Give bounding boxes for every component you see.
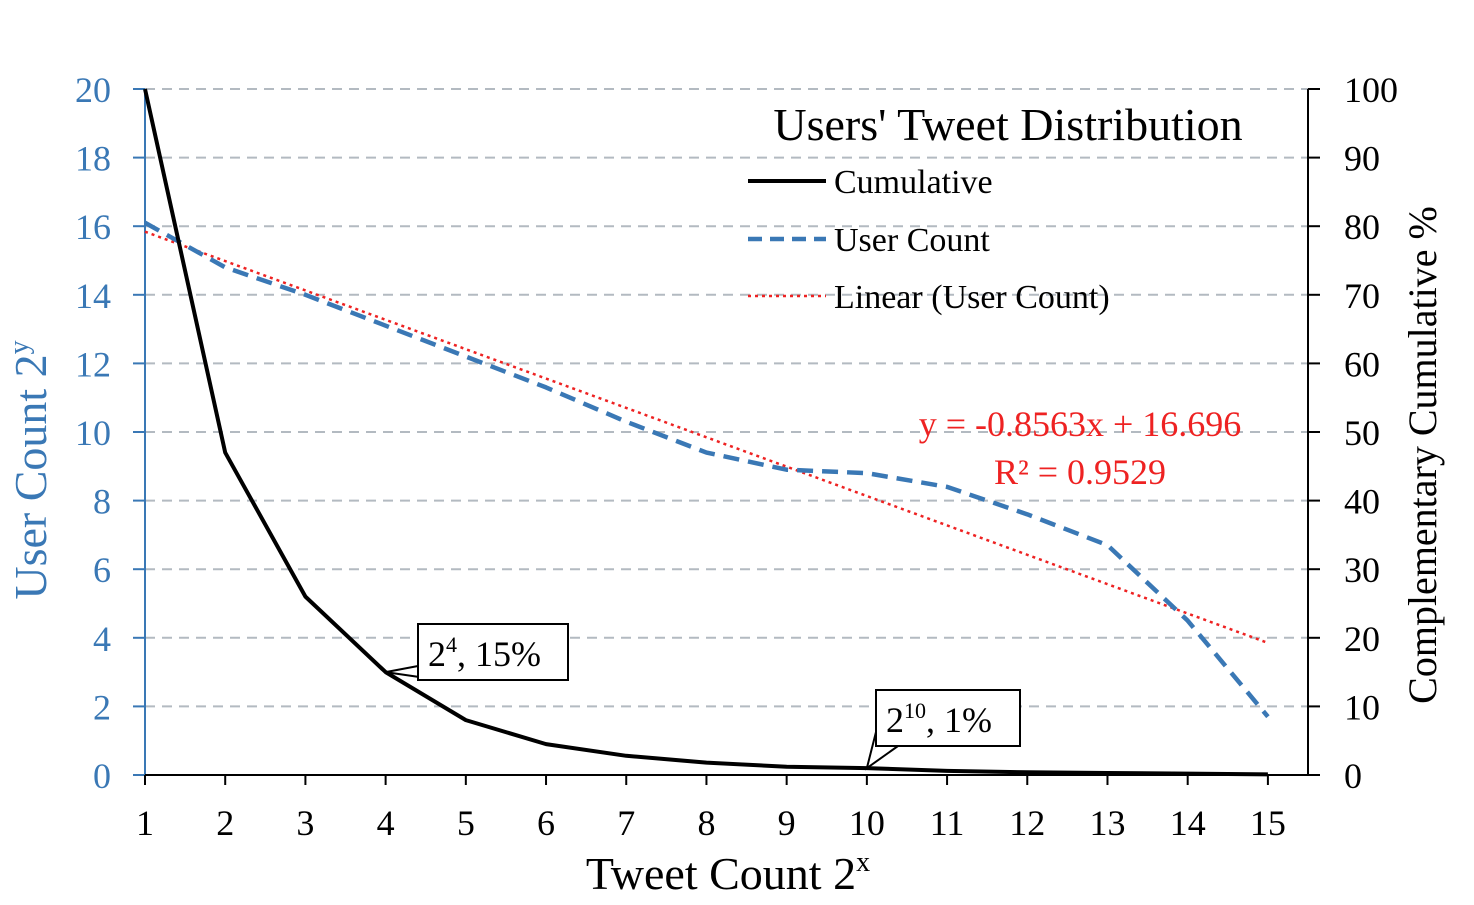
y-right-tick-label: 90 bbox=[1344, 139, 1380, 179]
y-left-tick-label: 10 bbox=[75, 413, 111, 453]
x-tick-label: 1 bbox=[136, 803, 154, 843]
x-tick-label: 14 bbox=[1170, 803, 1206, 843]
y-left-tick-label: 12 bbox=[75, 344, 111, 384]
annotation-text: , 1% bbox=[926, 700, 992, 740]
x-axis-label: Tweet Count 2x bbox=[586, 847, 870, 899]
legend-label: Cumulative bbox=[834, 164, 993, 201]
x-tick-label: 8 bbox=[697, 803, 715, 843]
y-right-tick-label: 10 bbox=[1344, 687, 1380, 727]
y-right-tick-label: 20 bbox=[1344, 619, 1380, 659]
x-tick-label: 2 bbox=[216, 803, 234, 843]
x-tick-label: 10 bbox=[849, 803, 885, 843]
x-tick-label: 7 bbox=[617, 803, 635, 843]
y-axis-left-label: User Count 2y bbox=[4, 340, 56, 599]
y-right-tick-label: 0 bbox=[1344, 756, 1362, 796]
trendline-r2: R² = 0.9529 bbox=[994, 452, 1166, 492]
annotation-base: 2 bbox=[886, 700, 904, 740]
x-tick-label: 12 bbox=[1009, 803, 1045, 843]
series-linear-user-count bbox=[144, 230, 1269, 645]
x-axis-label-sup: x bbox=[856, 847, 870, 878]
y-left-tick-label: 20 bbox=[75, 70, 111, 110]
y-right-tick-label: 70 bbox=[1344, 276, 1380, 316]
y-right-tick-label: 40 bbox=[1344, 482, 1380, 522]
annotation-pointer bbox=[865, 731, 899, 771]
axes: 0246810121416182001020304050607080901001… bbox=[75, 70, 1398, 843]
x-axis-label-base: Tweet Count 2 bbox=[586, 848, 856, 899]
trendline-equation: y = -0.8563x + 16.696 bbox=[919, 404, 1242, 444]
y-left-tick-label: 6 bbox=[93, 550, 111, 590]
legend-label: Linear (User Count) bbox=[834, 279, 1110, 316]
y-right-tick-label: 100 bbox=[1344, 70, 1398, 110]
y-right-tick-label: 80 bbox=[1344, 207, 1380, 247]
x-tick-label: 11 bbox=[930, 803, 965, 843]
y-right-tick-label: 60 bbox=[1344, 344, 1380, 384]
y-left-tick-label: 16 bbox=[75, 207, 111, 247]
x-tick-label: 9 bbox=[778, 803, 796, 843]
x-tick-label: 4 bbox=[377, 803, 395, 843]
y-left-tick-label: 2 bbox=[93, 687, 111, 727]
annotation-label: 24, 15% bbox=[428, 632, 541, 674]
annotations: 24, 15%210, 1% bbox=[385, 623, 1021, 771]
annotation-label: 210, 1% bbox=[886, 698, 992, 740]
x-tick-label: 15 bbox=[1250, 803, 1286, 843]
y-left-tick-label: 8 bbox=[93, 482, 111, 522]
y-axis-left-label-sup: y bbox=[4, 340, 35, 354]
legend-label: User Count bbox=[834, 222, 990, 259]
y-axis-right-label: Complementary Cumulative % bbox=[1400, 206, 1445, 704]
annotation-sup: 4 bbox=[446, 632, 457, 657]
y-right-tick-label: 30 bbox=[1344, 550, 1380, 590]
y-axis-left-label-base: User Count 2 bbox=[5, 354, 56, 599]
annotation-text: , 15% bbox=[457, 634, 541, 674]
y-left-tick-label: 14 bbox=[75, 276, 111, 316]
y-left-tick-label: 0 bbox=[93, 756, 111, 796]
y-left-tick-label: 4 bbox=[93, 619, 111, 659]
x-tick-label: 5 bbox=[457, 803, 475, 843]
y-left-tick-label: 18 bbox=[75, 139, 111, 179]
annotation-sup: 10 bbox=[904, 698, 926, 723]
gridlines bbox=[145, 88, 1308, 708]
x-tick-label: 3 bbox=[296, 803, 314, 843]
chart-title: Users' Tweet Distribution bbox=[773, 99, 1242, 150]
x-tick-label: 13 bbox=[1089, 803, 1125, 843]
legend: Cumulative User Count Linear (User Count) bbox=[748, 164, 1110, 316]
y-right-tick-label: 50 bbox=[1344, 413, 1380, 453]
annotation-box bbox=[875, 689, 1021, 747]
series-layer bbox=[143, 88, 1270, 777]
annotation-base: 2 bbox=[428, 634, 446, 674]
annotation-box bbox=[417, 623, 569, 681]
x-tick-label: 6 bbox=[537, 803, 555, 843]
